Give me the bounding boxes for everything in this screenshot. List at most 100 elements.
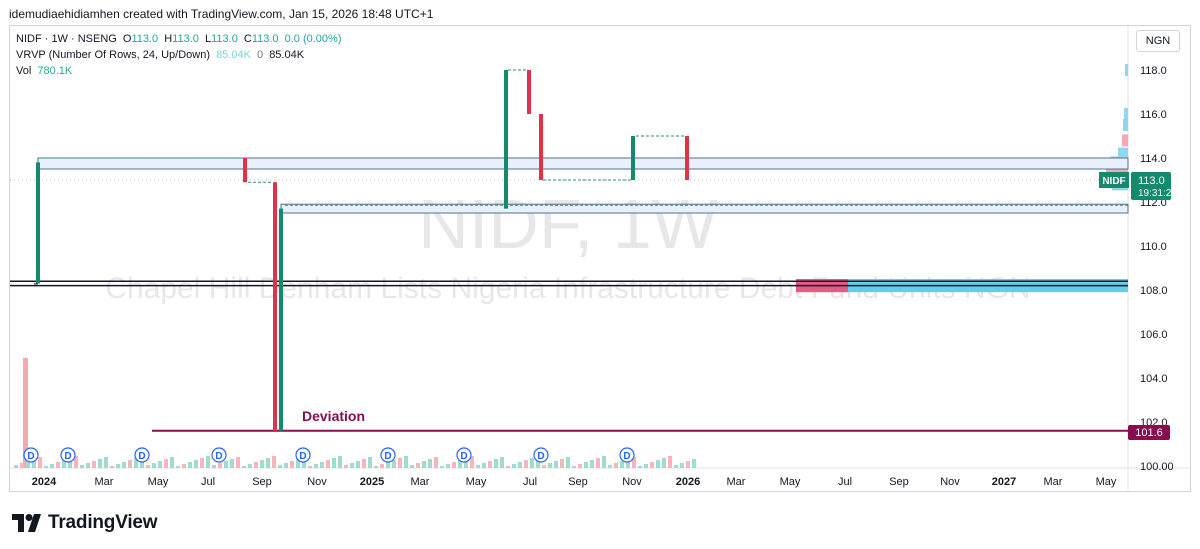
dividend-marker[interactable]: D: [456, 447, 472, 463]
dividend-marker-circle: [60, 447, 76, 463]
deviation-label: Deviation: [302, 408, 365, 424]
volume-bar: [416, 463, 420, 468]
dividend-marker[interactable]: D: [211, 447, 227, 463]
volume-bar: [464, 458, 468, 468]
volume-bar: [458, 460, 462, 468]
x-tick-label: 2027: [992, 476, 1016, 488]
volume-bar: [218, 463, 222, 468]
volume-bar: [182, 464, 186, 468]
legend-vol-label[interactable]: Vol: [16, 65, 32, 77]
header-credit: idemudiaehidiamhen created with TradingV…: [9, 7, 434, 21]
volume-bar: [170, 457, 174, 468]
dividend-marker-circle: [380, 447, 396, 463]
dividend-marker[interactable]: D: [533, 447, 549, 463]
volume-bar: [200, 458, 204, 468]
volume-bar: [368, 457, 372, 468]
volume-bar: [296, 459, 300, 468]
volume-bar: [338, 456, 342, 468]
x-tick-label: May: [1096, 476, 1117, 488]
x-tick-label: Sep: [889, 476, 909, 488]
volume-bar: [86, 463, 90, 468]
x-tick-label: Mar: [95, 476, 114, 488]
volume-bar: [608, 465, 612, 468]
volume-bar: [530, 458, 534, 468]
volume-bar: [506, 466, 510, 468]
volume-bar: [524, 460, 528, 468]
volume-bar: [230, 459, 234, 468]
watermark-title: NIDF, 1W: [418, 185, 717, 263]
dividend-marker[interactable]: D: [619, 447, 635, 463]
dividend-marker[interactable]: D: [23, 447, 39, 463]
price-tag-countdown: 19:31:27: [1138, 188, 1177, 199]
x-tick-label: 2024: [32, 476, 57, 488]
x-tick-label: Sep: [252, 476, 272, 488]
volume-bar: [668, 456, 672, 468]
y-tick-label: 118.0: [1140, 65, 1167, 77]
tradingview-logo[interactable]: TradingView: [12, 512, 158, 534]
level-tag-value: 101.6: [1135, 427, 1163, 439]
volume-bar: [434, 457, 438, 468]
time-axis[interactable]: 2024 Mar May Jul Sep Nov 2025 Mar May Jul Sep Nov 20…: [32, 476, 1117, 488]
legend-symbol-row[interactable]: NIDF · 1W · NSENG O113.0 H113.0 L113.0 C…: [16, 33, 345, 45]
volume-bar: [374, 466, 378, 468]
volume-bar: [56, 462, 60, 468]
legend-high: 113.0: [172, 33, 199, 45]
price-tag-box: [1131, 172, 1171, 200]
volume-bar: [122, 462, 126, 468]
x-tick-label: Jul: [201, 476, 215, 488]
zone-box: [37, 157, 1129, 170]
volume-bar: [206, 456, 210, 468]
volume-bar: [602, 456, 606, 468]
volume-bar: [38, 457, 42, 468]
volume-bar: [674, 465, 678, 468]
candles: [34, 69, 1128, 431]
candle-body: [34, 283, 38, 285]
volume-bar: [494, 459, 498, 468]
dividend-marker-circle: [211, 447, 227, 463]
dividend-marker[interactable]: D: [295, 447, 311, 463]
dividend-marker-letter: D: [215, 451, 222, 462]
volume-bar: [356, 461, 360, 468]
dividend-marker[interactable]: D: [380, 447, 396, 463]
volume-bar: [578, 464, 582, 468]
legend-symbol[interactable]: NIDF · 1W · NSENG: [16, 33, 117, 45]
volume-bar: [254, 462, 258, 468]
dividend-marker-letter: D: [27, 451, 34, 462]
legend-vrvp-label[interactable]: VRVP (Number Of Rows, 24, Up/Down): [16, 49, 210, 61]
volume-bar: [452, 462, 456, 468]
dividend-marker[interactable]: D: [134, 447, 150, 463]
x-tick-label: Nov: [622, 476, 642, 488]
volume-bar: [236, 457, 240, 468]
candle-body: [279, 208, 283, 431]
legend-low: 113.0: [211, 33, 238, 45]
candle-body: [685, 136, 689, 180]
volume-bar: [284, 463, 288, 468]
x-tick-label: Mar: [727, 476, 746, 488]
x-tick-label: May: [148, 476, 169, 488]
volume-bar: [194, 460, 198, 468]
legend-vrvp-down: 0: [257, 49, 264, 61]
price-axis[interactable]: 118.0116.0114.0112.0110.0108.0106.0104.0…: [1140, 65, 1174, 473]
chart-frame[interactable]: [9, 25, 1191, 492]
y-tick-label: 104.0: [1140, 373, 1168, 385]
volume-bar: [104, 457, 108, 468]
volume-bar: [536, 456, 540, 468]
legend-vol-row[interactable]: Vol 780.1K: [16, 65, 75, 77]
volume-bar: [350, 463, 354, 468]
volume-bar: [632, 457, 636, 468]
vp-row: [1124, 108, 1128, 120]
price-tag-symbol-box: [1099, 172, 1129, 188]
volume-bar: [23, 358, 28, 468]
volume-bar: [518, 462, 522, 468]
legend-change: 0.0 (0.00%): [284, 33, 342, 45]
dividend-marker[interactable]: D: [60, 447, 76, 463]
volume-bar: [314, 464, 318, 468]
currency-selector[interactable]: NGN: [1136, 30, 1180, 52]
vp-row: [1118, 147, 1128, 160]
dividend-marker-circle: [23, 447, 39, 463]
volume-bar: [548, 463, 552, 468]
legend-vrvp-row[interactable]: VRVP (Number Of Rows, 24, Up/Down) 85.04…: [16, 49, 307, 61]
candle-body: [631, 136, 635, 180]
